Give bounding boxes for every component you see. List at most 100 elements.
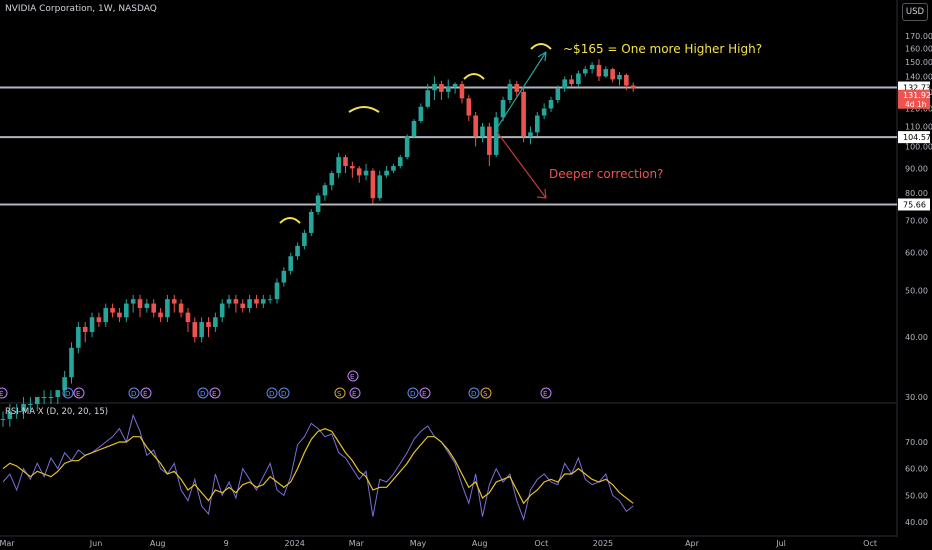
event-marker-label: D	[281, 390, 286, 398]
x-tick-label: Oct	[863, 539, 877, 548]
arrow-up-head	[537, 51, 547, 62]
candle-body	[391, 166, 396, 171]
candle-body	[48, 397, 54, 398]
event-marker-label: E	[0, 390, 3, 398]
candle-body	[582, 69, 588, 74]
x-tick-label: Mar	[0, 539, 15, 548]
price-tick-label: 30.00	[905, 393, 928, 402]
candle-body	[76, 326, 81, 348]
candle-body	[514, 83, 520, 92]
price-tick-label: 120.00	[905, 104, 932, 113]
candle-body	[0, 418, 6, 420]
candle-body	[548, 99, 554, 109]
candle-body	[240, 303, 246, 309]
candle-body	[281, 270, 287, 283]
event-marker-label: D	[65, 390, 70, 398]
event-marker-label: D	[269, 390, 274, 398]
candle-body	[62, 377, 67, 391]
level-label-bg	[898, 198, 930, 211]
price-tick-label: 60.00	[905, 249, 928, 258]
candle-body	[69, 347, 74, 378]
candle-body	[562, 79, 567, 89]
candle-body	[459, 83, 465, 99]
candle-body	[295, 245, 300, 257]
candle-body	[14, 411, 19, 413]
candle-body	[322, 185, 328, 196]
x-tick-label: 2025	[593, 539, 613, 548]
x-tick-label: Aug	[150, 539, 166, 548]
candle-body	[192, 322, 198, 338]
high-arc	[279, 217, 301, 224]
event-marker	[197, 387, 209, 399]
candle-body	[302, 232, 307, 246]
candle-body	[377, 175, 383, 199]
candle-body	[596, 64, 602, 77]
candle-body	[7, 411, 13, 419]
candle-body	[432, 83, 437, 91]
candle-body	[254, 299, 259, 304]
event-marker	[73, 387, 85, 399]
event-marker-label: D	[471, 390, 476, 398]
price-tick-label: 40.00	[905, 333, 928, 342]
annotation-higher-high: ~$165 = One more Higher High?	[563, 42, 762, 56]
candle-body	[110, 308, 115, 313]
candle-body	[144, 303, 150, 309]
chart-title: NVIDIA Corporation, 1W, NASDAQ	[5, 4, 157, 14]
last-price-label: 131.92	[903, 91, 931, 100]
event-marker-label: D	[131, 390, 136, 398]
price-tick-label: 70.00	[905, 217, 928, 226]
event-marker-label: E	[543, 390, 547, 398]
event-marker	[407, 387, 419, 399]
event-marker	[468, 387, 480, 399]
candle-body	[507, 83, 513, 100]
candle-body	[219, 303, 225, 318]
x-tick-label: Jul	[775, 539, 786, 548]
arrow-down-line	[496, 131, 547, 199]
candle-body	[247, 299, 252, 309]
event-marker	[0, 387, 8, 399]
candle-body	[425, 90, 430, 107]
candle-body	[418, 106, 424, 121]
candle-body	[206, 322, 211, 327]
candle-body	[82, 326, 88, 332]
event-marker	[480, 387, 492, 399]
candle-body	[185, 312, 191, 323]
candle-body	[445, 87, 451, 92]
candle-body	[398, 157, 403, 167]
price-tick-label: 140.00	[905, 72, 932, 81]
candle-body	[165, 299, 170, 318]
price-tick-label: 170.00	[905, 32, 932, 41]
level-label: 132.73	[903, 84, 931, 93]
candle-body	[617, 74, 622, 80]
candle-body	[370, 170, 376, 199]
currency-button[interactable]: USD	[902, 3, 928, 21]
arrow-up-line	[496, 51, 547, 129]
candle-body	[89, 317, 95, 332]
high-arc	[348, 106, 380, 113]
candle-body	[363, 170, 369, 176]
price-tick-label: 160.00	[905, 45, 932, 54]
price-tick-label: 110.00	[905, 123, 932, 132]
x-tick-label: 2024	[285, 539, 305, 548]
price-tick-label: 150.00	[905, 58, 932, 67]
level-label: 104.57	[903, 133, 931, 142]
countdown-label: 4d 1h	[905, 100, 927, 109]
candle-body	[404, 136, 410, 158]
event-marker	[419, 387, 431, 399]
candle-body	[233, 299, 239, 304]
candle-body	[117, 312, 122, 318]
event-marker	[266, 387, 278, 399]
candle-body	[96, 317, 102, 323]
event-marker-label: E	[422, 390, 426, 398]
candle-body	[213, 317, 218, 327]
candle-body	[439, 83, 444, 92]
event-marker	[128, 387, 140, 399]
rsi-tick-label: 40.00	[905, 518, 928, 527]
candle-body	[288, 256, 293, 271]
candle-body	[158, 312, 163, 318]
event-marker	[209, 387, 221, 399]
high-arc	[463, 73, 485, 80]
candle-body	[103, 308, 109, 323]
